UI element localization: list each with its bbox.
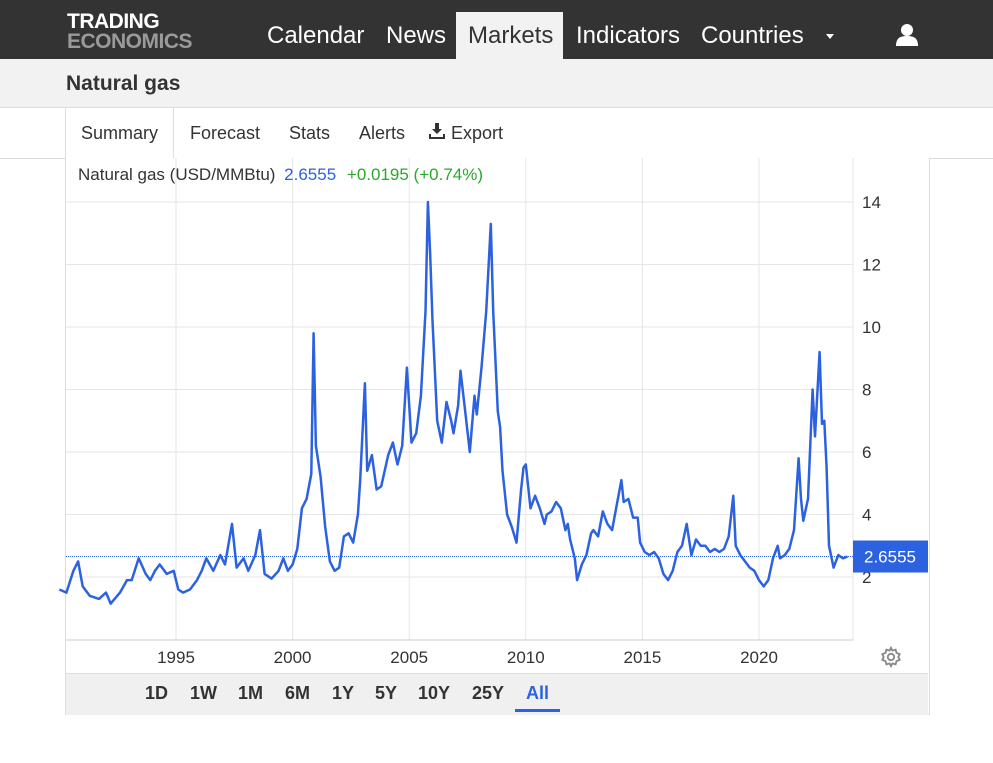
tab-summary[interactable]: Summary (65, 108, 174, 159)
nav-markets[interactable]: Markets (456, 12, 563, 59)
trading-economics-logo[interactable]: TRADING ECONOMICS (67, 10, 193, 53)
chart-legend: Natural gas (USD/MMBtu) 2.6555 +0.0195 (… (78, 165, 483, 185)
tab-alerts[interactable]: Alerts (359, 123, 406, 143)
nav-calendar[interactable]: Calendar (267, 22, 365, 49)
y-tick-label: 12 (862, 256, 881, 275)
range-1m-button[interactable]: 1M (238, 683, 264, 703)
nav-countries[interactable]: Countries (701, 22, 804, 49)
nav-indicators[interactable]: Indicators (576, 22, 681, 49)
last-value-label: 2.6555 (864, 548, 916, 567)
range-selector-bar (66, 673, 928, 715)
range-1d-button[interactable]: 1D (145, 683, 169, 703)
natural-gas-line (58, 200, 849, 605)
range-25y-button[interactable]: 25Y (472, 683, 505, 703)
y-tick-label: 2 (862, 568, 871, 587)
range-1w-button[interactable]: 1W (190, 683, 217, 703)
y-axis-ticks: 2 4 6 8 10 12 14 (862, 193, 881, 587)
range-1y-button[interactable]: 1Y (332, 683, 355, 703)
page-header-bar (0, 59, 993, 108)
last-value-box (853, 540, 928, 573)
y-tick-label: 4 (862, 506, 871, 525)
logo-line-2: ECONOMICS (67, 30, 193, 53)
range-10y-button[interactable]: 10Y (418, 683, 451, 703)
tab-export-label: Export (451, 123, 504, 143)
x-tick-label: 2005 (390, 648, 428, 667)
legend-series-name: Natural gas (USD/MMBtu) (78, 165, 276, 184)
x-tick-label: 2000 (274, 648, 312, 667)
x-tick-label: 2015 (623, 648, 661, 667)
range-5y-button[interactable]: 5Y (375, 683, 398, 703)
download-icon (429, 123, 445, 139)
x-tick-label: 2020 (740, 648, 778, 667)
legend-price: 2.6555 (284, 165, 337, 184)
y-tick-label: 6 (862, 443, 871, 462)
y-tick-label: 10 (862, 318, 881, 337)
legend-change: +0.0195 (+0.74%) (346, 165, 484, 184)
range-6m-button[interactable]: 6M (285, 683, 311, 703)
y-tick-label: 8 (862, 381, 871, 400)
tab-forecast[interactable]: Forecast (190, 123, 261, 143)
range-all-button[interactable]: All (515, 683, 560, 712)
caret-down-icon[interactable] (826, 34, 834, 39)
x-tick-label: 1995 (157, 648, 195, 667)
logo-line-1: TRADING (67, 10, 160, 33)
y-tick-label: 14 (862, 193, 881, 212)
tab-export[interactable]: Export (428, 108, 503, 158)
chart-panel (65, 158, 930, 715)
user-icon[interactable] (894, 22, 920, 48)
page-title: Natural gas (66, 72, 181, 95)
gear-icon[interactable] (880, 646, 902, 668)
nav-news[interactable]: News (386, 22, 447, 49)
x-axis-ticks: 1995 2000 2005 2010 2015 2020 (157, 648, 778, 667)
tab-stats[interactable]: Stats (289, 123, 331, 143)
x-tick-label: 2010 (507, 648, 545, 667)
